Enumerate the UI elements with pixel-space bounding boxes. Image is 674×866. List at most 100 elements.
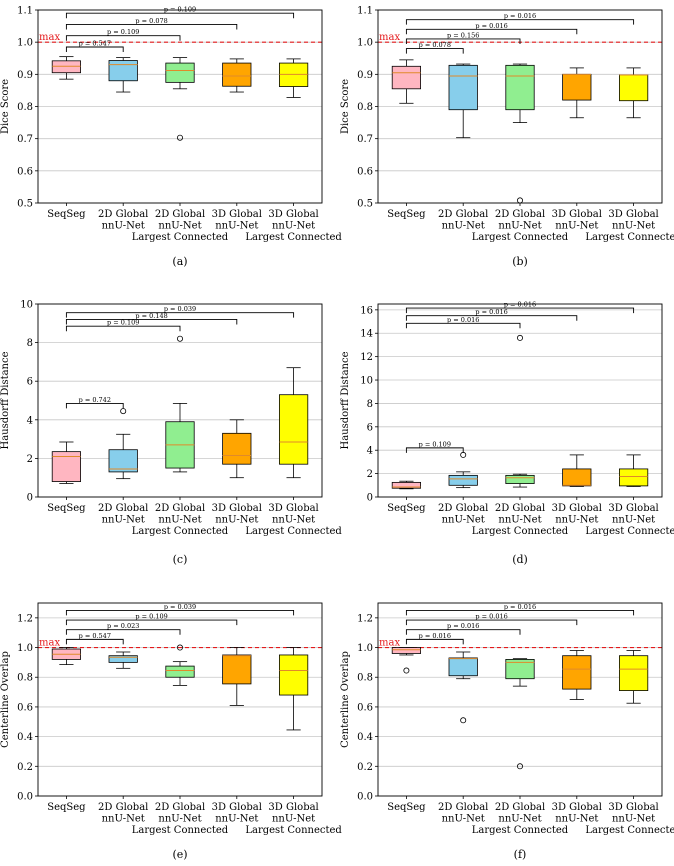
x-tick-label: 2D Global nnU-Net Largest Connected bbox=[472, 503, 569, 537]
pvalue-label: p = 0.148 bbox=[135, 312, 167, 320]
x-tick-label-line: nnU-Net bbox=[272, 814, 315, 825]
pvalue-bracket: p = 0.109 bbox=[65, 6, 295, 19]
x-tick-label: SeqSeg bbox=[387, 503, 426, 514]
x-tick-label-line: nnU-Net bbox=[215, 814, 258, 825]
y-tick-label: 12 bbox=[360, 352, 373, 363]
x-tick-label: 3D Global nnU-Net bbox=[552, 209, 602, 232]
x-tick-label-line: SeqSeg bbox=[387, 503, 426, 514]
x-tick-label-line: nnU-Net bbox=[102, 814, 145, 825]
x-tick-label-line: 2D Global bbox=[155, 209, 205, 220]
box-5 bbox=[278, 58, 309, 98]
max-line-label: max bbox=[39, 638, 60, 649]
x-tick-label: 2D Global nnU-Net bbox=[438, 503, 488, 526]
x-tick-label-line: nnU-Net bbox=[612, 814, 655, 825]
x-tick-label: SeqSeg bbox=[47, 503, 86, 514]
bracket-line bbox=[65, 629, 181, 635]
y-axis-label: Centerline Overlap bbox=[340, 651, 351, 748]
pvalue-label: p = 0.023 bbox=[107, 622, 139, 630]
y-tick-label: 1.2 bbox=[17, 613, 33, 624]
y-tick-label: 0.9 bbox=[17, 70, 33, 81]
x-tick-label-line: 2D Global bbox=[438, 503, 488, 514]
pvalue-label: p = 0.109 bbox=[107, 28, 139, 36]
x-tick-label: 3D Global nnU-Net bbox=[212, 503, 262, 526]
outlier-point bbox=[517, 334, 524, 341]
bracket-line bbox=[405, 38, 521, 44]
y-tick-label: 0.6 bbox=[357, 702, 373, 713]
bracket-line bbox=[65, 325, 181, 332]
pvalue-bracket: p = 0.156 bbox=[405, 31, 521, 44]
box-1 bbox=[391, 59, 422, 104]
x-tick-label-line: SeqSeg bbox=[47, 209, 86, 220]
y-tick-label: 6 bbox=[27, 377, 33, 388]
x-tick-label-line: nnU-Net bbox=[102, 221, 145, 232]
box-body bbox=[619, 74, 649, 102]
box-3 bbox=[165, 335, 195, 473]
y-tick-label: 1.0 bbox=[17, 643, 33, 654]
bracket-line bbox=[65, 35, 181, 41]
y-tick-label: 8 bbox=[27, 338, 33, 349]
pvalue-bracket: p = 0.016 bbox=[405, 603, 635, 616]
y-tick-label: 0.8 bbox=[17, 673, 33, 684]
x-tick-label-line: Largest Connected bbox=[585, 232, 674, 243]
x-tick-label: SeqSeg bbox=[47, 209, 86, 220]
pvalue-label: p = 0.078 bbox=[135, 17, 167, 25]
y-tick-label: 0.5 bbox=[357, 199, 373, 210]
bracket-line bbox=[65, 609, 295, 616]
bracket-line bbox=[405, 307, 635, 314]
box-body bbox=[391, 481, 422, 489]
x-tick-label-line: nnU-Net bbox=[555, 515, 598, 526]
y-tick-label: 1.0 bbox=[357, 38, 373, 49]
x-tick-label-line: 3D Global bbox=[608, 503, 658, 514]
y-tick-label: 1.1 bbox=[357, 6, 373, 17]
pvalue-bracket: p = 0.016 bbox=[405, 316, 521, 329]
outlier-point bbox=[517, 197, 524, 204]
x-tick-label: 3D Global nnU-Net Largest Connected bbox=[245, 503, 342, 537]
x-tick-label-line: 2D Global bbox=[155, 503, 205, 514]
pvalue-bracket: p = 0.109 bbox=[65, 613, 238, 626]
x-tick-label: 2D Global nnU-Net Largest Connected bbox=[132, 503, 229, 537]
bracket-line bbox=[65, 619, 238, 626]
box-body bbox=[505, 659, 535, 680]
box-body bbox=[391, 65, 422, 90]
outlier-point bbox=[460, 451, 467, 458]
pvalue-label: p = 0.547 bbox=[79, 632, 111, 640]
pvalue-label: p = 0.016 bbox=[475, 308, 507, 316]
box-body bbox=[505, 474, 535, 484]
box-1 bbox=[51, 56, 82, 80]
box-5 bbox=[278, 647, 309, 731]
x-tick-label-line: SeqSeg bbox=[47, 802, 86, 813]
box-3 bbox=[505, 63, 535, 204]
x-tick-label-line: nnU-Net bbox=[215, 515, 258, 526]
x-tick-label-line: Largest Connected bbox=[585, 825, 674, 836]
pvalue-bracket: p = 0.016 bbox=[405, 22, 578, 35]
x-tick-label-line: 3D Global bbox=[212, 802, 262, 813]
x-tick-label: 2D Global nnU-Net Largest Connected bbox=[132, 802, 229, 836]
box-1 bbox=[51, 441, 82, 484]
pvalue-bracket: p = 0.109 bbox=[65, 28, 181, 41]
x-tick-label-line: 3D Global bbox=[608, 802, 658, 813]
x-tick-label-line: 2D Global bbox=[98, 503, 148, 514]
y-tick-label: 0.0 bbox=[357, 792, 373, 803]
y-tick-label: 16 bbox=[360, 305, 373, 316]
box-body bbox=[108, 449, 138, 473]
y-tick-label: 0 bbox=[27, 493, 33, 504]
x-tick-label-line: 3D Global bbox=[268, 503, 318, 514]
x-tick-label-line: Largest Connected bbox=[132, 232, 229, 243]
bracket-line bbox=[65, 402, 124, 409]
box-3 bbox=[505, 658, 535, 770]
y-tick-label: 2 bbox=[367, 469, 373, 480]
box-1 bbox=[391, 480, 422, 490]
bracket-line bbox=[405, 315, 578, 321]
y-tick-label: 0.2 bbox=[17, 762, 33, 773]
y-tick-label: 0.8 bbox=[357, 102, 373, 113]
max-line-label: max bbox=[379, 32, 400, 43]
y-tick-label: 1.1 bbox=[17, 6, 33, 17]
y-tick-label: 0 bbox=[367, 493, 373, 504]
x-tick-label-line: nnU-Net bbox=[612, 221, 655, 232]
box-body bbox=[222, 62, 252, 87]
x-tick-label-line: SeqSeg bbox=[387, 802, 426, 813]
outlier-point bbox=[517, 763, 524, 770]
box-body bbox=[619, 655, 649, 691]
y-tick-label: 0.0 bbox=[17, 792, 33, 803]
pvalue-bracket: p = 0.039 bbox=[65, 603, 295, 616]
